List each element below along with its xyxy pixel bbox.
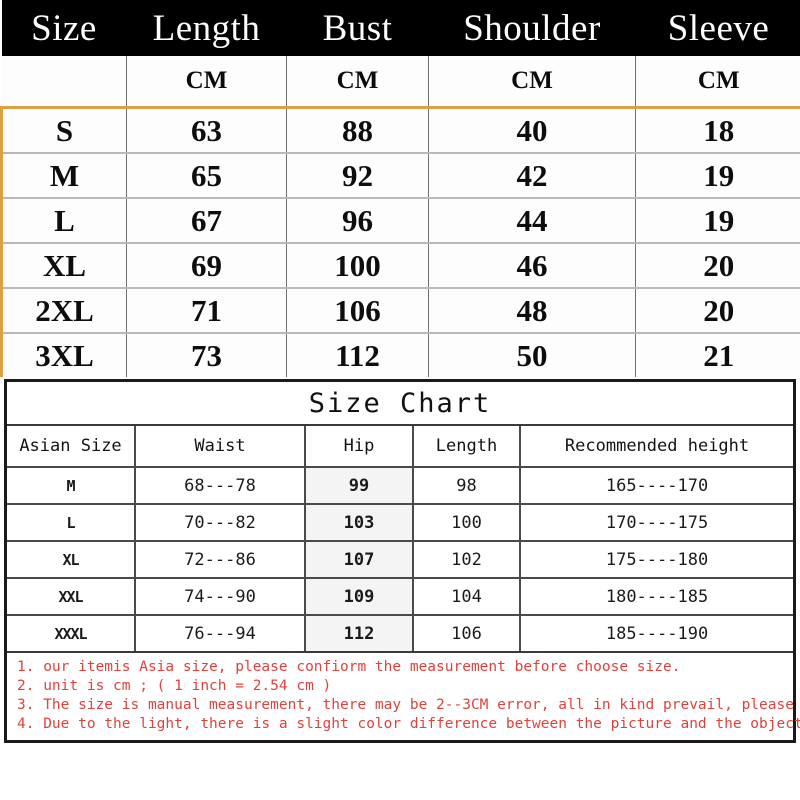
column-header-hip: Hip	[305, 425, 414, 468]
unit-cell-shoulder: CM	[428, 56, 636, 109]
cell-bust: 96	[286, 197, 429, 243]
cell-size: 3XL	[0, 332, 127, 377]
cell-shoulder: 48	[428, 287, 636, 333]
cell-shoulder: 50	[428, 332, 636, 377]
cell-sleeve: 20	[635, 242, 800, 288]
unit-cell-length: CM	[126, 56, 287, 109]
cell-sleeve: 20	[635, 287, 800, 333]
unit-cell-sleeve: CM	[635, 56, 800, 109]
note-line: 4. Due to the light, there is a slight c…	[17, 716, 800, 732]
cell-size: S	[0, 107, 127, 153]
cell-recommended-height: 175----180	[520, 541, 794, 579]
apparel-size-table: Size Length Bust Shoulder Sleeve CM CM C…	[0, 0, 800, 377]
cell-sleeve: 18	[635, 107, 800, 153]
cell-bust: 88	[286, 107, 429, 153]
column-header-size: Size	[1, 0, 127, 56]
size-chart-title-row: Size Chart	[7, 382, 794, 426]
cell-hip: 109	[305, 578, 414, 616]
table-row: L 70---82 103 100 170----175	[7, 504, 794, 542]
column-header-recommended-height: Recommended height	[520, 425, 794, 468]
table-row: 3XL 73 112 50 21	[0, 332, 800, 377]
cell-length: 69	[126, 242, 287, 288]
cell-asian-size: XXL	[7, 578, 136, 616]
cell-asian-size: L	[7, 504, 136, 542]
cell-length: 106	[413, 615, 521, 653]
cell-length: 104	[413, 578, 521, 616]
cell-length: 100	[413, 504, 521, 542]
unit-cell-size	[1, 56, 127, 109]
cell-recommended-height: 170----175	[520, 504, 794, 542]
note-line: 2. unit is cm ; ( 1 inch = 2.54 cm )	[17, 678, 332, 694]
cell-recommended-height: 185----190	[520, 615, 794, 653]
cell-recommended-height: 165----170	[520, 467, 794, 505]
cell-shoulder: 44	[428, 197, 636, 243]
column-header-length: Length	[126, 0, 287, 56]
table-row: 2XL 71 106 48 20	[0, 287, 800, 333]
cell-asian-size: XXXL	[7, 615, 136, 653]
column-header-sleeve: Sleeve	[635, 0, 800, 56]
column-header-length: Length	[413, 425, 521, 468]
cell-length: 102	[413, 541, 521, 579]
note-line: 3. The size is manual measurement, there…	[17, 697, 800, 713]
size-notes: 1. our itemis Asia size, please confiorm…	[7, 653, 800, 740]
cell-waist: 74---90	[135, 578, 306, 616]
cell-recommended-height: 180----185	[520, 578, 794, 616]
size-table-header-row: Size Length Bust Shoulder Sleeve	[1, 0, 800, 56]
cell-hip: 103	[305, 504, 414, 542]
table-row: M 68---78 99 98 165----170	[7, 467, 794, 505]
column-header-asian-size: Asian Size	[7, 425, 136, 468]
cell-size: XL	[0, 242, 127, 288]
cell-asian-size: XL	[7, 541, 136, 579]
cell-length: 98	[413, 467, 521, 505]
cell-waist: 70---82	[135, 504, 306, 542]
table-row: XL 69 100 46 20	[0, 242, 800, 288]
unit-cell-bust: CM	[286, 56, 429, 109]
cell-hip: 99	[305, 467, 414, 505]
cell-size: M	[0, 152, 127, 198]
cell-sleeve: 21	[635, 332, 800, 377]
table-row: S 63 88 40 18	[0, 107, 800, 153]
size-table-unit-row: CM CM CM CM	[1, 56, 800, 109]
cell-length: 73	[126, 332, 287, 377]
asian-size-chart-table: Size Chart Asian Size Waist Hip Length R…	[7, 382, 794, 653]
cell-asian-size: M	[7, 467, 136, 505]
cell-waist: 68---78	[135, 467, 306, 505]
cell-size: L	[0, 197, 127, 243]
table-row: XL 72---86 107 102 175----180	[7, 541, 794, 579]
cell-size: 2XL	[0, 287, 127, 333]
cell-length: 67	[126, 197, 287, 243]
cell-shoulder: 42	[428, 152, 636, 198]
cell-length: 63	[126, 107, 287, 153]
cell-bust: 92	[286, 152, 429, 198]
note-line: 1. our itemis Asia size, please confiorm…	[17, 659, 681, 675]
page-title: Size Chart	[7, 382, 794, 426]
table-row: M 65 92 42 19	[0, 152, 800, 198]
cell-shoulder: 40	[428, 107, 636, 153]
cell-length: 65	[126, 152, 287, 198]
cell-sleeve: 19	[635, 152, 800, 198]
column-header-shoulder: Shoulder	[428, 0, 636, 56]
table-row: XXL 74---90 109 104 180----185	[7, 578, 794, 616]
cell-bust: 106	[286, 287, 429, 333]
cell-waist: 76---94	[135, 615, 306, 653]
size-chart-panel: Size Chart Asian Size Waist Hip Length R…	[4, 379, 800, 743]
table-row: XXXL 76---94 112 106 185----190	[7, 615, 794, 653]
cell-length: 71	[126, 287, 287, 333]
size-chart-header-row: Asian Size Waist Hip Length Recommended …	[7, 425, 794, 468]
cell-bust: 100	[286, 242, 429, 288]
cell-bust: 112	[286, 332, 429, 377]
column-header-bust: Bust	[286, 0, 429, 56]
cell-shoulder: 46	[428, 242, 636, 288]
cell-hip: 112	[305, 615, 414, 653]
cell-waist: 72---86	[135, 541, 306, 579]
table-row: L 67 96 44 19	[0, 197, 800, 243]
column-header-waist: Waist	[135, 425, 306, 468]
cell-hip: 107	[305, 541, 414, 579]
cell-sleeve: 19	[635, 197, 800, 243]
